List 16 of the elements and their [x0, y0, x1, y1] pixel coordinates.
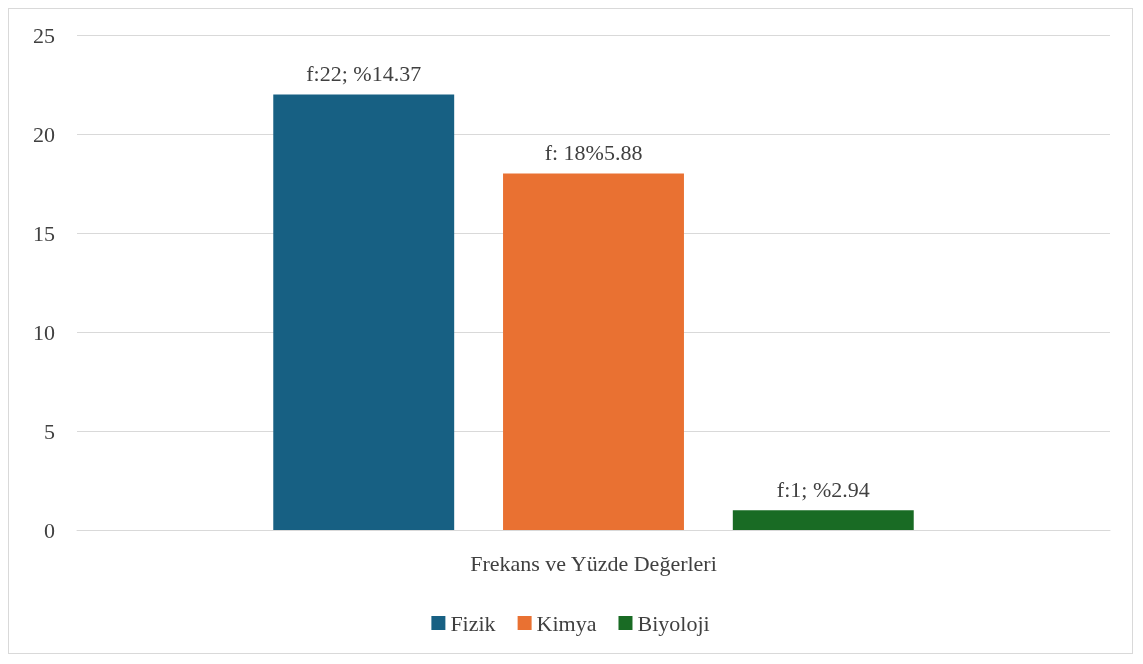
- y-tick-label: 10: [33, 319, 55, 345]
- data-label: f:22; %14.37: [306, 60, 422, 86]
- data-label: f: 18%5.88: [544, 140, 643, 166]
- legend-label: Kimya: [536, 610, 597, 636]
- legend-label: Fizik: [450, 610, 496, 636]
- y-tick-label: 0: [44, 517, 55, 543]
- data-label: f:1; %2.94: [776, 476, 870, 502]
- y-tick-label: 15: [33, 220, 55, 246]
- x-tick-label: Frekans ve Yüzde Değerleri: [470, 550, 717, 576]
- y-tick-label: 25: [33, 22, 55, 48]
- bar: [273, 94, 455, 530]
- bar: [732, 510, 914, 530]
- bar: [503, 173, 684, 530]
- y-tick-label: 20: [33, 121, 55, 147]
- legend-label: Biyoloji: [637, 610, 710, 636]
- y-tick-label: 5: [44, 418, 55, 444]
